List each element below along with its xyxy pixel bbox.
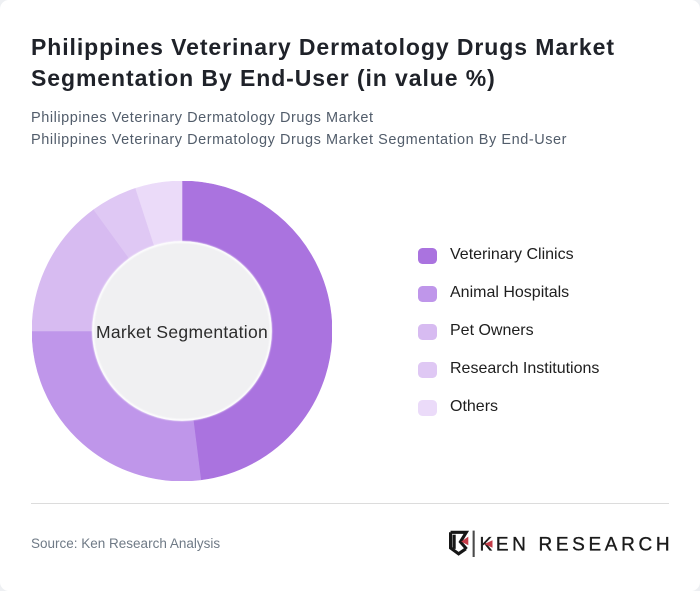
- svg-text:KEN RESEARCH: KEN RESEARCH: [480, 535, 674, 556]
